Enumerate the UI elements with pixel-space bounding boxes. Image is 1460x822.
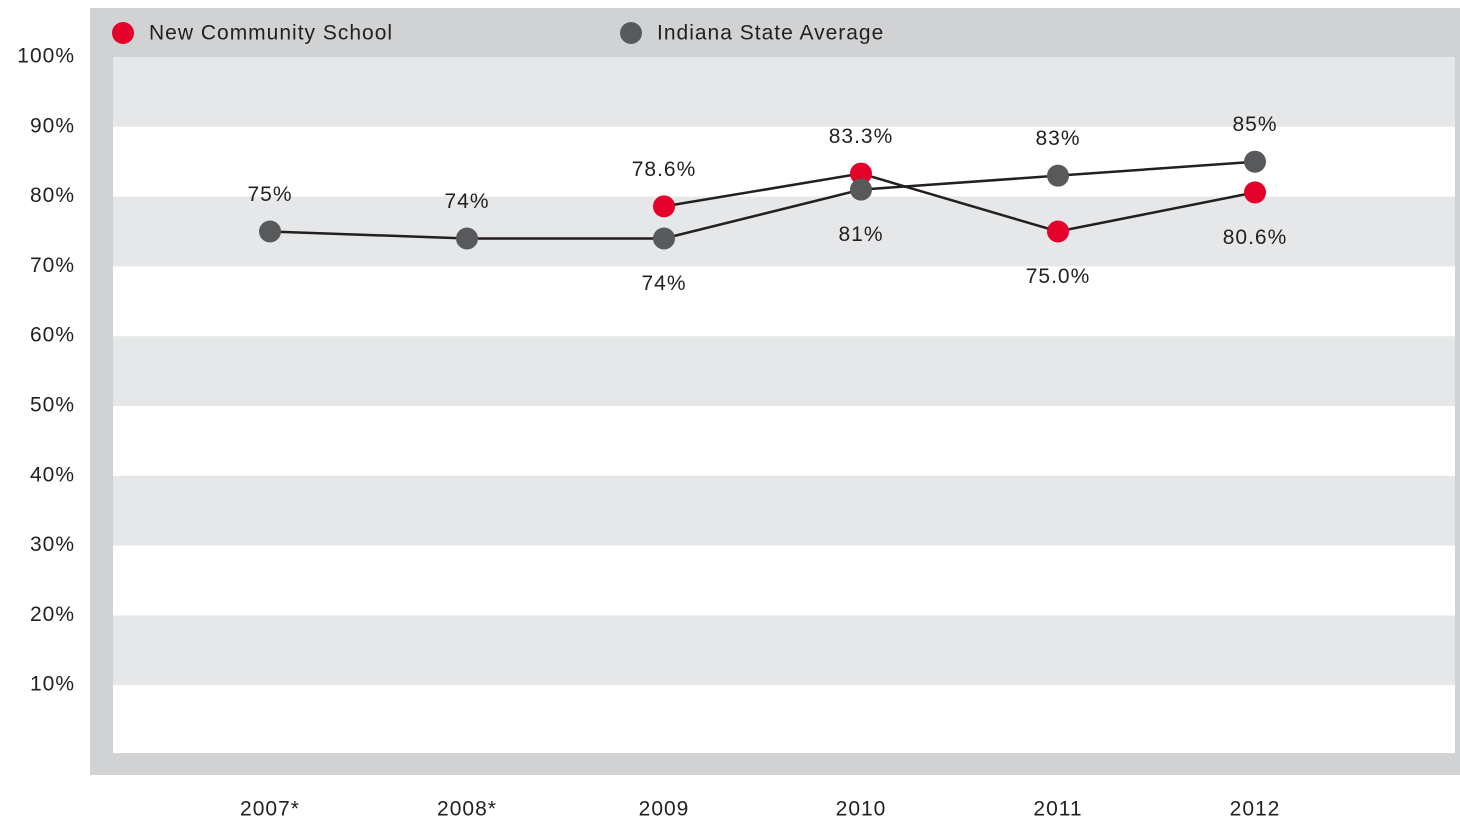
data-label: 75.0% [1026, 265, 1091, 288]
legend-marker [620, 22, 642, 44]
legend-label: Indiana State Average [657, 22, 884, 45]
data-label: 74% [444, 190, 489, 213]
x-tick-label: 2010 [836, 798, 887, 821]
grid-band [113, 336, 1455, 406]
grid-band [113, 57, 1455, 127]
legend-label: New Community School [149, 22, 393, 45]
x-tick-label: 2011 [1033, 798, 1082, 821]
data-point [653, 227, 675, 250]
y-tick-label: 70% [30, 254, 75, 277]
data-point [259, 220, 281, 243]
y-tick-label: 60% [30, 324, 75, 347]
y-tick-label: 40% [30, 463, 75, 486]
grid-band [113, 615, 1455, 686]
data-label: 74% [641, 272, 686, 295]
y-tick-label: 20% [30, 603, 75, 626]
y-tick-label: 50% [30, 394, 75, 417]
data-point [850, 178, 872, 201]
data-label: 83% [1035, 127, 1080, 150]
data-label: 81% [838, 223, 883, 246]
data-label: 80.6% [1223, 226, 1288, 249]
x-tick-label: 2008* [437, 798, 497, 821]
data-label: 75% [247, 183, 292, 206]
y-tick-label: 100% [17, 45, 75, 68]
series-line [269, 160, 1256, 240]
data-point [1244, 181, 1266, 204]
x-tick-label: 2009 [639, 798, 690, 821]
grid-band [113, 475, 1455, 546]
x-tick-label: 2012 [1230, 798, 1281, 821]
data-point [1047, 164, 1069, 187]
x-tick-label: 2007* [240, 798, 300, 821]
data-point [1047, 220, 1069, 243]
data-point [1244, 150, 1266, 173]
legend-marker [112, 22, 134, 44]
data-label: 85% [1232, 113, 1277, 136]
data-point [653, 195, 675, 218]
series-line [663, 172, 1256, 233]
y-tick-label: 10% [30, 673, 75, 696]
y-tick-label: 30% [30, 533, 75, 556]
data-point [850, 162, 872, 185]
y-tick-label: 90% [30, 114, 75, 137]
data-label: 83.3% [829, 125, 894, 148]
data-label: 78.6% [632, 158, 697, 181]
y-tick-label: 80% [30, 184, 75, 207]
data-point [456, 227, 478, 250]
